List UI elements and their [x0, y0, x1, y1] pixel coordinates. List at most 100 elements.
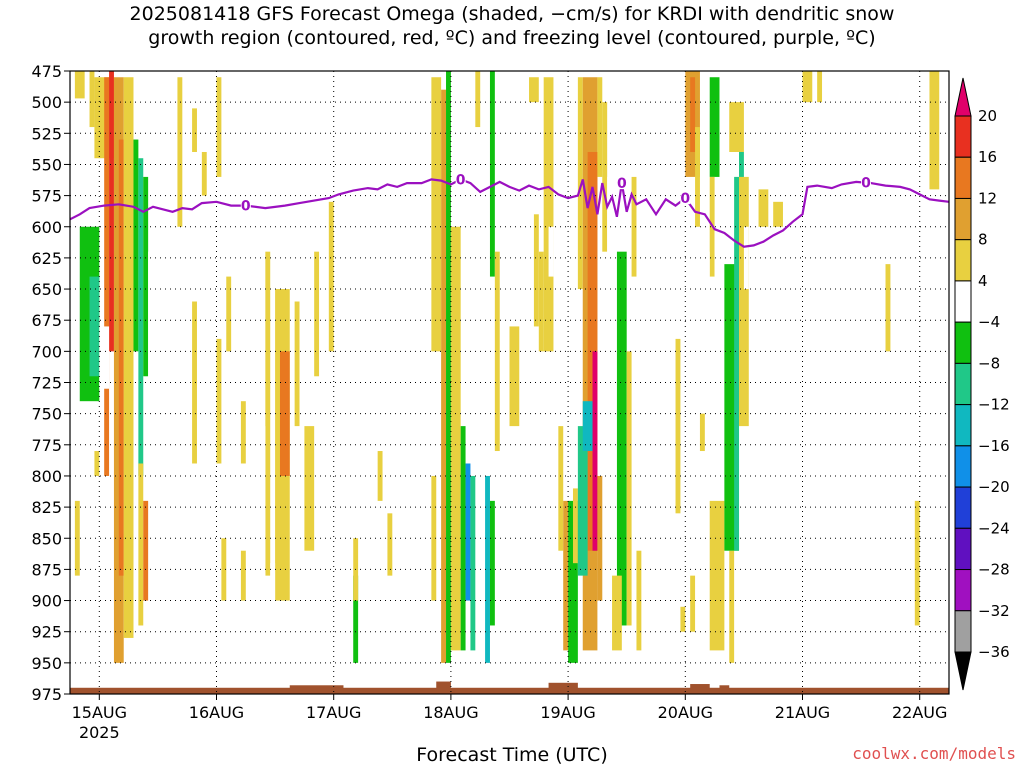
- omega-cell: [279, 351, 290, 476]
- omega-cell: [914, 500, 920, 626]
- omega-cell: [177, 77, 183, 227]
- colorbar-band: [954, 569, 972, 612]
- colorbar-tick-label: −4: [978, 313, 1000, 331]
- colorbar-tick-label: −24: [978, 519, 1010, 537]
- y-tick-label: 950: [31, 654, 62, 673]
- freezing-level-label-bg: [616, 175, 627, 190]
- omega-cell: [148, 251, 154, 377]
- colorbar-band: [954, 156, 972, 199]
- freezing-level-label: 0: [617, 176, 627, 192]
- colorbar-bottom-triangle: [954, 651, 972, 691]
- credit-link[interactable]: coolwx.com/models: [852, 744, 1016, 763]
- y-tick-label: 525: [31, 124, 62, 143]
- ground-cell: [289, 685, 344, 694]
- omega-cell: [719, 102, 725, 134]
- omega-cell: [123, 77, 134, 638]
- colorbar-band: [954, 527, 972, 571]
- omega-cell: [690, 77, 696, 152]
- omega-cell: [226, 276, 232, 352]
- omega-cell: [626, 351, 632, 626]
- omega-cell: [524, 426, 534, 551]
- omega-cell: [704, 251, 710, 302]
- omega-cell: [485, 475, 490, 663]
- omega-cell: [729, 102, 744, 152]
- omega-cell: [221, 538, 227, 601]
- omega-cell: [192, 108, 197, 152]
- colorbar-band: [954, 486, 972, 529]
- omega-shading-layer: [70, 71, 940, 663]
- omega-cell: [109, 71, 114, 352]
- omega-cell: [143, 500, 149, 601]
- freezing-level-label-bg: [680, 190, 691, 205]
- ground-cell: [719, 685, 730, 694]
- colorbar-tick-label: −20: [978, 478, 1010, 496]
- omega-cell: [138, 463, 144, 626]
- freezing-level-label: 0: [241, 199, 251, 215]
- omega-cell: [353, 575, 359, 663]
- colorbar-band: [954, 115, 972, 158]
- omega-cell: [260, 426, 266, 601]
- omega-cell: [758, 189, 769, 227]
- omega-cell: [348, 538, 354, 638]
- omega-cell: [216, 338, 222, 464]
- chart-title-line2: growth region (contoured, red, ºC) and f…: [148, 27, 876, 49]
- x-tick-sublabel: 2025: [79, 723, 120, 742]
- omega-cell: [690, 575, 696, 632]
- y-tick-label: 675: [31, 311, 62, 330]
- x-tick-label: 17AUG: [306, 703, 361, 722]
- x-tick-label: 20AUG: [658, 703, 713, 722]
- chart-title: 2025081418 GFS Forecast Omega (shaded, −…: [0, 2, 1024, 50]
- omega-cell: [929, 71, 940, 190]
- colorbar-tick-label: 4: [978, 272, 988, 290]
- y-tick-label: 825: [31, 498, 62, 517]
- x-axis-label: Forecast Time (UTC): [416, 744, 608, 766]
- ground-layer: [70, 681, 949, 694]
- omega-cell: [739, 176, 749, 427]
- omega-cell: [558, 426, 564, 551]
- omega-cell: [489, 500, 495, 626]
- omega-cell: [446, 71, 451, 663]
- omega-cell: [607, 176, 617, 651]
- omega-cell: [680, 606, 686, 632]
- x-tick-label: 19AUG: [540, 703, 595, 722]
- ground-cell: [70, 687, 949, 694]
- omega-cell: [548, 226, 554, 277]
- omega-cell: [563, 500, 569, 651]
- omega-cell: [450, 226, 461, 651]
- freezing-level-layer: 0 0 0 0 0: [69, 171, 950, 248]
- colorbar: 20 16 12 8 4 −4 −8 −12 −16 −20 −24 −28 −32 −36: [954, 77, 1010, 691]
- colorbar-tick-label: −12: [978, 396, 1010, 414]
- omega-cell: [240, 550, 246, 601]
- omega-cell: [597, 475, 603, 601]
- omega-cell: [543, 77, 554, 352]
- x-tick-label: 21AUG: [775, 703, 830, 722]
- omega-cell: [304, 426, 315, 551]
- y-axis: 475 500 525 550 575 600 625 650 675 700 725 750 775 8…: [31, 62, 70, 704]
- omega-cell: [817, 71, 823, 103]
- y-tick-label: 575: [31, 187, 62, 206]
- omega-cell: [70, 226, 80, 352]
- omega-cell: [699, 413, 705, 452]
- omega-cell: [133, 139, 139, 352]
- omega-cell: [192, 301, 197, 464]
- omega-cell: [675, 338, 681, 514]
- omega-cell: [74, 500, 80, 576]
- omega-cell: [470, 475, 476, 651]
- colorbar-band: [954, 610, 972, 653]
- freezing-level-label-bg: [860, 174, 871, 189]
- freezing-level-label: 0: [861, 176, 871, 192]
- colorbar-tick-label: −8: [978, 354, 1000, 372]
- omega-cell: [602, 102, 608, 252]
- omega-cell: [743, 226, 749, 290]
- omega-cell: [89, 276, 100, 377]
- omega-cell: [729, 550, 735, 663]
- colorbar-top-triangle: [954, 77, 972, 117]
- omega-cell: [568, 500, 578, 663]
- y-tick-label: 975: [31, 685, 62, 704]
- omega-cell: [216, 77, 222, 177]
- omega-cell: [616, 251, 627, 626]
- omega-cell: [138, 158, 144, 476]
- ground-cell: [436, 681, 451, 694]
- omega-cell: [885, 264, 891, 352]
